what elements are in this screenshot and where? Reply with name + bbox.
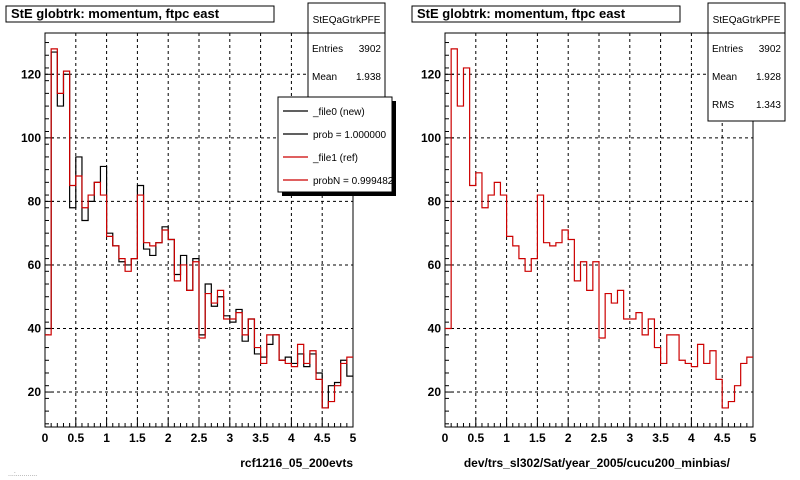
- stats-row-value: 3902: [759, 44, 782, 55]
- right-histogram-panel: 0 0.5 1 1.5 2 2.5 3 3.5 4 4.5 5 20 40 60 80 100 120 StE g…: [411, 2, 786, 470]
- stats-row-value: 1.928: [756, 72, 781, 83]
- legend-entry-label: _file0 (new): [312, 107, 365, 118]
- x-tick-label: 0: [42, 431, 49, 445]
- stats-name: StEQaGtrkPFE: [313, 15, 381, 26]
- x-tick-label: 5: [750, 431, 757, 445]
- stats-row-label: Entries: [312, 44, 343, 55]
- x-tick-label: 1: [103, 431, 110, 445]
- left-histogram-panel: 0 0.5 1 1.5 2 2.5 3 3.5 4 4.5 5 20 40 60 80 100 120 StE g…: [5, 2, 396, 470]
- x-tick-label: 3.5: [652, 431, 669, 445]
- plot-frame: [444, 32, 754, 428]
- x-tick-label: 1: [503, 431, 510, 445]
- x-tick-label: 4.5: [314, 431, 331, 445]
- legend-box: [277, 96, 393, 193]
- x-tick-label: 3.5: [252, 431, 269, 445]
- y-tick-label: 60: [28, 258, 42, 272]
- footer-text: ...:...........: [8, 471, 37, 478]
- legend-entry-label: probN = 0.999482: [313, 176, 394, 187]
- x-tick-label: 1.5: [129, 431, 146, 445]
- legend-entry-label: prob = 1.000000: [313, 130, 387, 141]
- chart-title: StE globtrk: momentum, ftpc east: [11, 6, 220, 21]
- histogram-series-1: [45, 48, 353, 409]
- stats-name: StEQaGtrkPFE: [713, 15, 781, 26]
- x-tick-label: 2.5: [591, 431, 608, 445]
- x-tick-label: 5: [350, 431, 357, 445]
- stats-row-value: 3902: [359, 44, 382, 55]
- stats-row-value: 1.343: [756, 100, 781, 111]
- stats-row-label: Mean: [312, 72, 337, 83]
- x-tick-label: 4: [688, 431, 695, 445]
- stats-row-label: RMS: [712, 100, 735, 111]
- y-tick-label: 120: [21, 67, 41, 81]
- x-tick-label: 3: [226, 431, 233, 445]
- y-tick-label: 60: [428, 258, 442, 272]
- stats-row-label: Mean: [712, 72, 737, 83]
- y-tick-label: 40: [28, 322, 42, 336]
- x-tick-label: 2: [565, 431, 572, 445]
- legend-entry-label: _file1 (ref): [312, 153, 358, 164]
- plot-frame: [44, 32, 354, 428]
- x-tick-label: 2: [165, 431, 172, 445]
- x-tick-label: 4: [288, 431, 295, 445]
- title-box: [411, 5, 681, 23]
- x-axis-label: dev/trs_sl302/Sat/year_2005/cucu200_minb…: [464, 456, 731, 470]
- chart-title: StE globtrk: momentum, ftpc east: [417, 6, 626, 21]
- y-tick-label: 100: [21, 131, 41, 145]
- x-axis-label: rcf1216_05_200evts: [240, 456, 353, 470]
- stats-row-value: 1.938: [356, 72, 381, 83]
- title-box: [5, 5, 275, 23]
- y-tick-label: 20: [428, 385, 442, 399]
- x-tick-label: 0.5: [467, 431, 484, 445]
- x-tick-label: 0.5: [67, 431, 84, 445]
- y-tick-label: 120: [421, 67, 441, 81]
- stats-row-label: Entries: [712, 44, 743, 55]
- x-tick-label: 0: [442, 431, 449, 445]
- histogram-series-0: [445, 48, 753, 409]
- x-tick-label: 4.5: [714, 431, 731, 445]
- x-tick-label: 3: [626, 431, 633, 445]
- x-tick-label: 2.5: [191, 431, 208, 445]
- legend-entries: _file0 (new) prob = 1.000000 _file1 (ref) p…: [283, 107, 394, 187]
- y-tick-label: 20: [28, 385, 42, 399]
- stats-box: [707, 2, 786, 122]
- y-tick-label: 80: [28, 194, 42, 208]
- y-tick-label: 40: [428, 322, 442, 336]
- x-tick-label: 1.5: [529, 431, 546, 445]
- y-tick-label: 100: [421, 131, 441, 145]
- y-tick-label: 80: [428, 194, 442, 208]
